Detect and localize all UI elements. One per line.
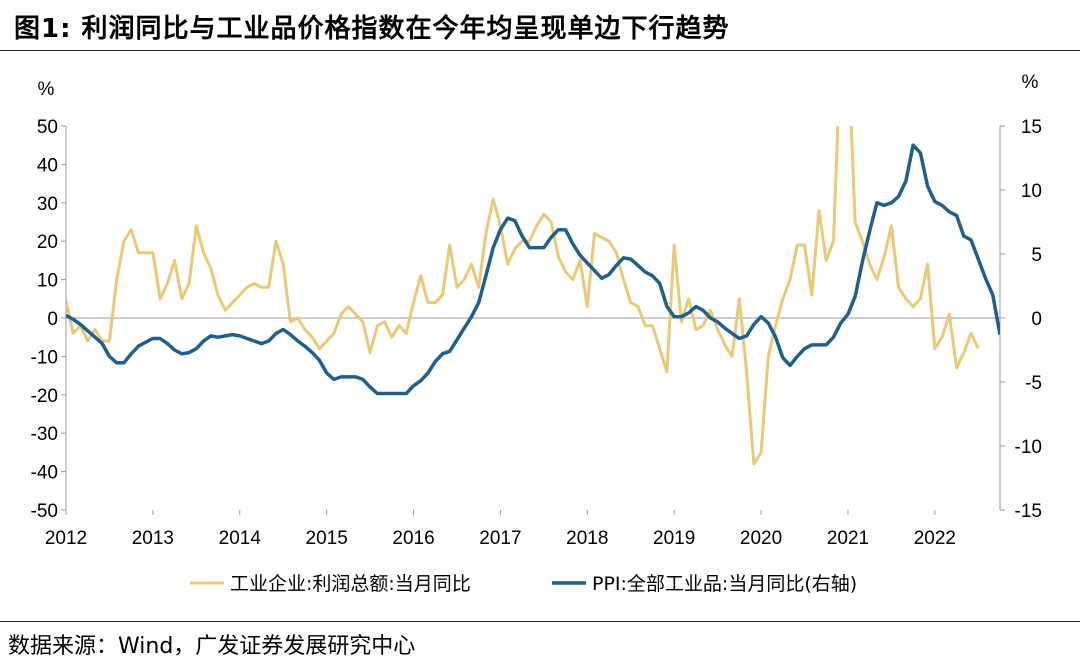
right-tick-label: 10	[1021, 181, 1042, 202]
x-tick-label: 2020	[740, 528, 782, 549]
right-tick-label: -5	[1025, 373, 1042, 394]
right-tick-label: 15	[1021, 117, 1042, 138]
right-tick-label: 5	[1031, 245, 1042, 266]
right-unit-label: %	[1022, 72, 1039, 93]
left-tick-label: -10	[31, 347, 58, 368]
left-tick-label: 50	[37, 117, 58, 138]
left-tick-label: -30	[31, 424, 58, 445]
x-tick-label: 2012	[45, 528, 87, 549]
source-note: 数据来源：Wind，广发证券发展研究中心	[8, 634, 416, 659]
right-tick-label: -10	[1015, 437, 1042, 458]
left-tick-label: 0	[47, 309, 58, 330]
series-line-1	[66, 126, 980, 466]
series-line-2	[66, 143, 1000, 396]
x-tick-label: 2016	[392, 528, 434, 549]
x-tick-label: 2017	[479, 528, 521, 549]
left-tick-label: 20	[37, 232, 58, 253]
left-tick-label: 30	[37, 194, 58, 215]
right-tick-label: -15	[1015, 501, 1042, 522]
legend-label-2: PPI:全部工业品:当月同比(右轴)	[592, 573, 857, 595]
x-tick-label: 2015	[306, 528, 348, 549]
x-tick-label: 2022	[914, 528, 956, 549]
left-tick-label: 40	[37, 155, 58, 176]
x-tick-label: 2018	[566, 528, 608, 549]
left-tick-label: 10	[37, 271, 58, 292]
left-tick-label: -50	[31, 501, 58, 522]
x-tick-label: 2014	[219, 528, 262, 549]
left-unit-label: %	[38, 79, 55, 100]
x-tick-label: 2013	[132, 528, 174, 549]
left-tick-label: -20	[31, 386, 58, 407]
x-tick-label: 2019	[653, 528, 695, 549]
title-divider	[0, 50, 1080, 51]
footer-divider	[0, 621, 1080, 622]
x-tick-label: 2021	[827, 528, 869, 549]
legend-label-1: 工业企业:利润总额:当月同比	[230, 573, 471, 595]
left-tick-label: -40	[31, 463, 58, 484]
right-tick-label: 0	[1031, 309, 1042, 330]
chart-title: 图1: 利润同比与工业品价格指数在今年均呈现单边下行趋势	[14, 14, 730, 44]
